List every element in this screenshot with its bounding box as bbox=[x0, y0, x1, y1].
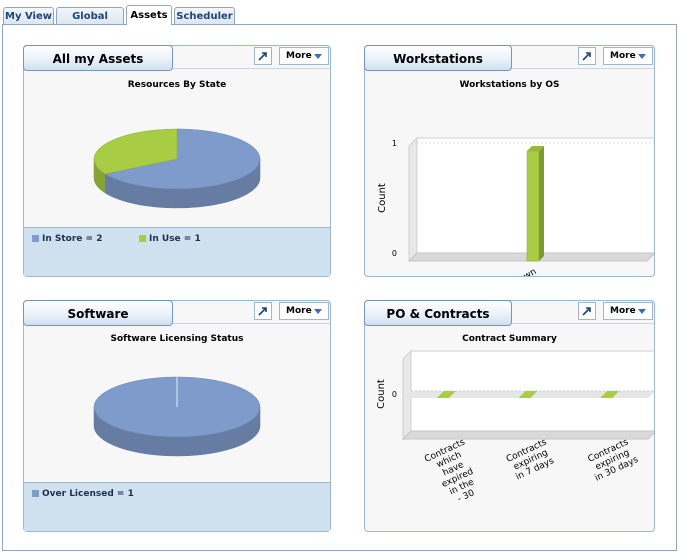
bar bbox=[518, 391, 538, 398]
panel-title: PO & Contracts bbox=[364, 300, 512, 326]
maximize-icon[interactable] bbox=[578, 302, 596, 320]
pie-chart bbox=[93, 376, 261, 457]
y-tick-label: 0 bbox=[392, 390, 397, 399]
chevron-down-icon bbox=[314, 54, 322, 59]
bar bbox=[526, 146, 544, 262]
legend-in-use: In Use = 1 bbox=[139, 234, 201, 244]
panel-title: Workstations bbox=[364, 45, 512, 71]
pie-slice-in-store bbox=[104, 128, 261, 190]
more-label: More bbox=[610, 306, 636, 316]
chart-title: Software Licensing Status bbox=[110, 334, 244, 344]
chart-title: Contract Summary bbox=[462, 334, 557, 344]
legend-over-licensed: Over Licensed = 1 bbox=[32, 489, 134, 499]
more-dropdown[interactable]: More bbox=[603, 302, 653, 320]
panel-header-bar bbox=[24, 301, 330, 324]
x-tick-label: Contractsexpiringin 30 days bbox=[585, 437, 640, 484]
pie-chart bbox=[93, 128, 261, 209]
maximize-icon[interactable] bbox=[254, 47, 272, 65]
panel-header-bar bbox=[24, 46, 330, 69]
x-tick-label: Contractswhichhaveexpiredin the- 30 bbox=[423, 437, 488, 510]
x-tick-label: Not Known bbox=[491, 267, 538, 276]
plot-side-wall bbox=[408, 136, 418, 263]
chevron-down-icon bbox=[314, 309, 322, 314]
more-label: More bbox=[286, 51, 312, 61]
legend-text: In Store = 2 bbox=[42, 234, 103, 244]
panel-workstations: Workstations More Workstations by OS 0 1 C… bbox=[364, 45, 655, 277]
tab-my-view[interactable]: My View bbox=[3, 7, 54, 24]
chart-legend: Over Licensed = 1 bbox=[24, 482, 330, 531]
chevron-down-icon bbox=[638, 54, 646, 59]
plot-floor bbox=[401, 430, 654, 440]
tab-assets[interactable]: Assets bbox=[126, 5, 172, 25]
y-tick-label: 1 bbox=[392, 139, 397, 148]
more-label: More bbox=[610, 51, 636, 61]
y-axis-label: Count bbox=[377, 183, 388, 213]
chart-title: Workstations by OS bbox=[459, 80, 560, 90]
bar-chart: 0 1 Count Not Known bbox=[377, 136, 654, 276]
maximize-icon[interactable] bbox=[578, 47, 596, 65]
legend-swatch bbox=[32, 490, 39, 497]
pie-slice-in-use bbox=[93, 128, 178, 175]
panel-title: Software bbox=[23, 300, 173, 326]
more-label: More bbox=[286, 306, 312, 316]
bar-chart: 0 Count Contractswhichhaveexpiredin the- 3… bbox=[376, 349, 654, 510]
chart-title: Resources By State bbox=[127, 80, 227, 90]
maximize-icon[interactable] bbox=[254, 302, 272, 320]
chart-legend: In Store = 2 In Use = 1 bbox=[24, 227, 330, 276]
legend-swatch bbox=[32, 235, 39, 242]
bar bbox=[600, 391, 620, 398]
more-dropdown[interactable]: More bbox=[279, 302, 329, 320]
tab-global-view[interactable]: Global View bbox=[56, 7, 124, 39]
panel-po-contracts: PO & Contracts More Contract Summary 0 Co… bbox=[364, 300, 655, 532]
bar bbox=[436, 391, 456, 398]
legend-text: Over Licensed = 1 bbox=[42, 489, 134, 499]
x-tick-label: Contractsexpiringin 7 days bbox=[505, 437, 557, 483]
legend-swatch bbox=[139, 235, 146, 242]
y-axis-label: Count bbox=[376, 379, 387, 409]
tab-scheduler[interactable]: Scheduler bbox=[174, 7, 235, 24]
tab-bar: My View Global View Assets Scheduler bbox=[0, 0, 680, 39]
panel-software: Software More Software Licensing Status … bbox=[23, 300, 331, 532]
legend-text: In Use = 1 bbox=[149, 234, 201, 244]
panel-all-my-assets: All my Assets More Resources By State In… bbox=[23, 45, 331, 277]
legend-in-store: In Store = 2 bbox=[32, 234, 102, 244]
more-dropdown[interactable]: More bbox=[279, 47, 329, 65]
chevron-down-icon bbox=[638, 309, 646, 314]
panel-title: All my Assets bbox=[23, 45, 173, 71]
more-dropdown[interactable]: More bbox=[603, 47, 653, 65]
y-tick-label: 0 bbox=[392, 249, 397, 258]
